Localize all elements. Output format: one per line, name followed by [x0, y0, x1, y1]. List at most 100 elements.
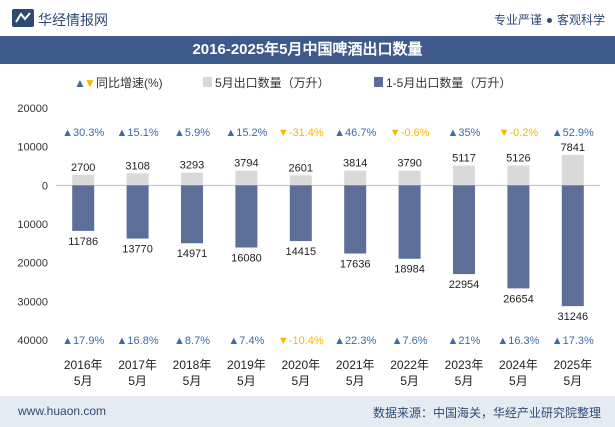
- data-label-monthly: 5117: [452, 153, 476, 165]
- x-tick-label-year: 2016年: [64, 358, 103, 372]
- bar-cumulative: [344, 185, 367, 254]
- slogan-separator-dot: [546, 18, 552, 24]
- y-tick-label: 40000: [17, 335, 48, 347]
- growth-label-cumulative: ▲21%: [448, 335, 481, 347]
- growth-label-cumulative: ▲22.3%: [334, 335, 376, 347]
- y-tick-label: 20000: [17, 258, 48, 270]
- x-tick-label-year: 2023年: [445, 358, 484, 372]
- data-label-monthly: 2601: [289, 162, 313, 174]
- x-tick-label-month: 5月: [346, 374, 365, 388]
- data-label-cumulative: 11786: [68, 236, 98, 248]
- x-tick-label-year: 2018年: [173, 358, 212, 372]
- legend-up-triangle-icon: ▲: [74, 76, 86, 90]
- legend-swatch-cumulative: [374, 77, 383, 87]
- growth-label-cumulative: ▲7.4%: [228, 335, 264, 347]
- data-label-monthly: 2700: [71, 162, 95, 174]
- x-tick-label-year: 2024年: [499, 358, 538, 372]
- y-tick-label: 10000: [17, 219, 48, 231]
- top-bar: 华经情报网 专业严谨 客观科学: [0, 0, 615, 36]
- growth-label-cumulative: ▲16.8%: [117, 335, 159, 347]
- bar-monthly: [507, 165, 530, 186]
- bar-cumulative: [181, 185, 203, 244]
- bar-monthly: [289, 175, 312, 186]
- data-label-monthly: 3790: [397, 158, 421, 170]
- growth-label-monthly: ▲5.9%: [174, 127, 210, 139]
- data-label-monthly: 3293: [180, 160, 204, 172]
- growth-label-monthly: ▲46.7%: [334, 127, 376, 139]
- growth-label-cumulative: ▲17.3%: [552, 335, 594, 347]
- site-url: www.huaon.com: [18, 404, 107, 418]
- chart: ▲▼ 同比增速(%) 5月出口数量（万升） 1-5月出口数量（万升） 20000 1000…: [17, 75, 600, 388]
- growth-label-monthly: ▼-0.6%: [390, 127, 430, 139]
- bar-cumulative: [126, 185, 149, 239]
- slogan-left: 专业严谨: [493, 13, 542, 27]
- growth-label-monthly: ▲35%: [448, 127, 481, 139]
- data-label-monthly: 3814: [343, 158, 367, 170]
- brand-name: 华经情报网: [38, 12, 108, 28]
- x-tick-label-month: 5月: [509, 374, 528, 388]
- data-label-monthly: 5126: [506, 153, 530, 165]
- bar-monthly: [561, 155, 584, 186]
- y-tick-label: 20000: [17, 103, 48, 115]
- growth-label-monthly: ▲30.3%: [62, 127, 104, 139]
- legend-label-growth: 同比增速(%): [96, 76, 163, 90]
- bar-cumulative: [507, 185, 530, 289]
- x-tick-label-month: 5月: [74, 374, 93, 388]
- growth-label-monthly: ▼-0.2%: [499, 127, 539, 139]
- data-label-cumulative: 13770: [122, 244, 153, 256]
- x-tick-label-month: 5月: [237, 374, 256, 388]
- growth-label-cumulative: ▲7.6%: [392, 335, 428, 347]
- chart-title: 2016-2025年5月中国啤酒出口数量: [192, 41, 423, 58]
- x-tick-label-month: 5月: [183, 374, 202, 388]
- bar-monthly: [235, 170, 258, 186]
- data-label-cumulative: 31246: [558, 311, 589, 323]
- x-tick-label-month: 5月: [291, 374, 310, 388]
- data-label-monthly: 3794: [234, 158, 258, 170]
- x-tick-label-year: 2019年: [227, 358, 266, 372]
- growth-label-monthly: ▲15.2%: [225, 127, 267, 139]
- legend-swatch-monthly: [203, 77, 212, 87]
- data-label-monthly: 3108: [125, 160, 149, 172]
- growth-label-monthly: ▲52.9%: [552, 127, 594, 139]
- legend-label-monthly: 5月出口数量（万升）: [215, 75, 330, 90]
- data-label-cumulative: 14415: [286, 246, 317, 258]
- bar-monthly: [72, 174, 95, 186]
- huajing-logo-icon: [12, 9, 34, 27]
- data-source: 数据来源：中国海关，华经产业研究院整理: [372, 406, 601, 420]
- data-label-cumulative: 17636: [340, 259, 371, 271]
- growth-label-cumulative: ▼-10.4%: [278, 335, 324, 347]
- bar-cumulative: [398, 185, 421, 259]
- slogan-right: 客观科学: [556, 13, 605, 27]
- y-tick-label: 30000: [17, 296, 48, 308]
- growth-label-cumulative: ▲17.9%: [62, 335, 104, 347]
- growth-label-cumulative: ▲8.7%: [174, 335, 210, 347]
- data-label-cumulative: 16080: [231, 253, 262, 265]
- x-tick-label-year: 2022年: [390, 358, 429, 372]
- bar-monthly: [126, 173, 149, 186]
- slogan: 专业严谨 客观科学: [494, 11, 605, 28]
- bar-cumulative: [289, 185, 312, 242]
- y-tick-label: 0: [42, 180, 48, 192]
- bar-cumulative: [72, 185, 95, 231]
- x-tick-label-month: 5月: [128, 374, 147, 388]
- growth-label-monthly: ▲15.1%: [117, 127, 159, 139]
- bar-cumulative: [561, 185, 584, 307]
- x-tick-label-month: 5月: [455, 374, 474, 388]
- x-tick-label-month: 5月: [563, 374, 582, 388]
- growth-label-cumulative: ▲16.3%: [497, 335, 539, 347]
- data-label-monthly: 7841: [561, 142, 585, 154]
- legend-down-triangle-icon: ▼: [84, 76, 96, 90]
- bar-monthly: [398, 170, 421, 186]
- data-label-cumulative: 22954: [449, 279, 480, 291]
- y-tick-label: 10000: [17, 142, 48, 154]
- x-tick-label-month: 5月: [400, 374, 419, 388]
- bar-monthly: [181, 172, 203, 186]
- bar-cumulative: [453, 185, 475, 275]
- legend-label-cumulative: 1-5月出口数量（万升）: [386, 75, 511, 90]
- x-tick-label-year: 2017年: [118, 358, 157, 372]
- x-tick-label-year: 2021年: [336, 358, 375, 372]
- x-tick-label-year: 2020年: [281, 358, 320, 372]
- data-label-cumulative: 14971: [177, 248, 208, 260]
- bar-monthly: [453, 165, 475, 186]
- data-label-cumulative: 26654: [503, 293, 534, 305]
